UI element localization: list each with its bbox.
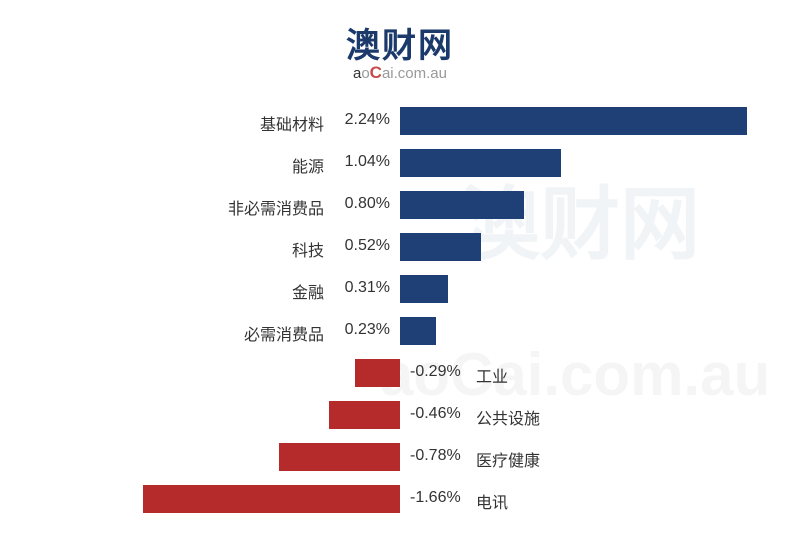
value-label: -0.29% [410,363,461,381]
bar [329,401,400,429]
chart-row: -0.46% 公共设施 [0,394,800,436]
chart-row: -1.66% 电讯 [0,478,800,520]
logo-sub-c: C [370,63,382,82]
site-logo: 澳财网 aoCai.com.au [346,18,454,83]
category-label: 必需消费品 [244,321,324,345]
bar [400,107,747,135]
value-label: -1.66% [410,489,461,507]
value-label: 0.80% [345,195,390,213]
chart-row: 1.04% 能源 [0,142,800,184]
chart-row: 0.31% 金融 [0,268,800,310]
value-label: 0.23% [345,321,390,339]
value-label: 0.52% [345,237,390,255]
chart-row: -0.29% 工业 [0,352,800,394]
bar [400,317,436,345]
value-label: 2.24% [345,111,390,129]
chart-row: -0.78% 医疗健康 [0,436,800,478]
bar [400,233,481,261]
category-label: 基础材料 [260,111,324,135]
chart-row: 0.23% 必需消费品 [0,310,800,352]
bar [143,485,400,513]
sector-bar-chart: 2.24% 基础材料 1.04% 能源 0.80% 非必需消费品 0.52% 科技 0.31% 金… [0,100,800,520]
category-label: 非必需消费品 [228,195,324,219]
bar [355,359,400,387]
value-label: -0.46% [410,405,461,423]
value-label: 0.31% [345,279,390,297]
category-label: 金融 [292,279,324,303]
chart-row: 2.24% 基础材料 [0,100,800,142]
category-label: 公共设施 [476,405,540,429]
value-label: -0.78% [410,447,461,465]
bar [279,443,400,471]
logo-sub-text: aoCai.com.au [346,63,454,83]
category-label: 能源 [292,153,324,177]
category-label: 电讯 [476,489,508,513]
logo-main-text: 澳财网 [346,18,454,67]
chart-row: 0.80% 非必需消费品 [0,184,800,226]
bar [400,191,524,219]
bar [400,149,561,177]
logo-sub-o: o [361,65,369,82]
chart-row: 0.52% 科技 [0,226,800,268]
category-label: 工业 [476,363,508,387]
value-label: 1.04% [345,153,390,171]
logo-sub-rest: ai.com.au [382,65,447,82]
bar [400,275,448,303]
category-label: 科技 [292,237,324,261]
category-label: 医疗健康 [476,447,540,471]
